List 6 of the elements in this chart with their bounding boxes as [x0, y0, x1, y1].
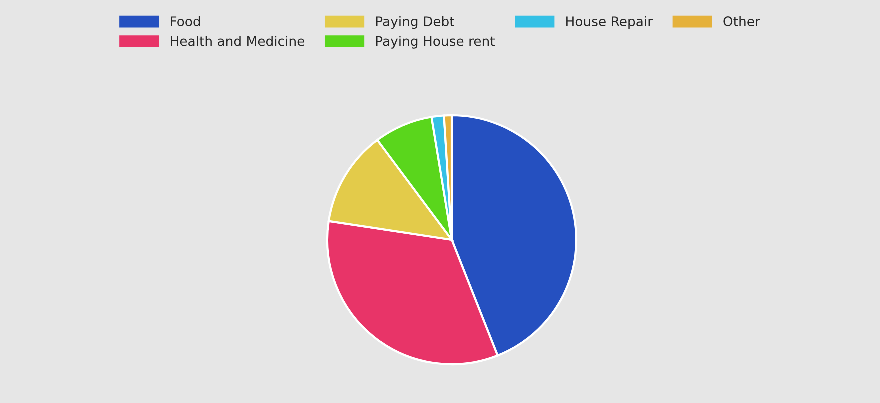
- legend-label: House Repair: [566, 16, 654, 30]
- legend-label: Paying House rent: [376, 36, 495, 49]
- legend-label: Food: [171, 16, 200, 27]
- legend-label: Paying Debt: [376, 16, 454, 30]
- legend-label: Health and Medicine: [171, 36, 304, 46]
- legend-label: Other: [724, 16, 760, 27]
